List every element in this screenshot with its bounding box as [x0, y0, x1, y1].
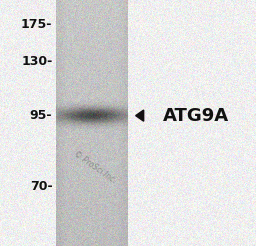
Text: ATG9A: ATG9A: [163, 107, 229, 125]
Text: 70-: 70-: [30, 181, 52, 193]
Polygon shape: [136, 110, 144, 121]
Text: 130-: 130-: [21, 55, 52, 68]
Text: 175-: 175-: [21, 18, 52, 31]
Text: © ProSci Inc.: © ProSci Inc.: [72, 149, 118, 185]
Text: 95-: 95-: [30, 109, 52, 122]
